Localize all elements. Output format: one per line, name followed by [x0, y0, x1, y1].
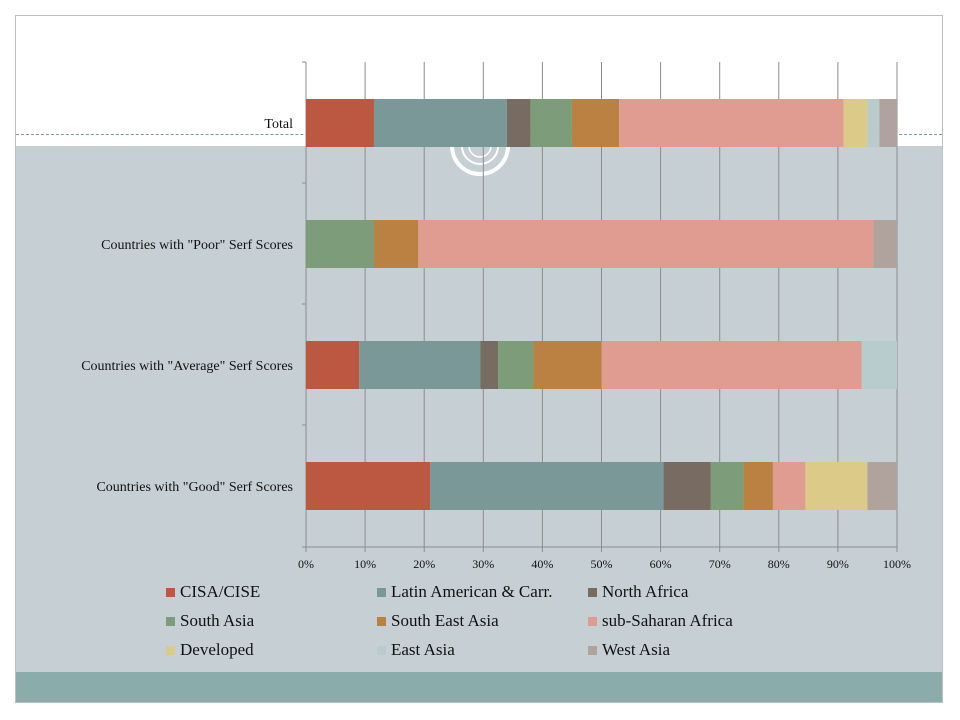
bar-segment [530, 99, 572, 147]
bar-segment [843, 99, 868, 147]
bar-segment [879, 99, 897, 147]
x-tick-label: 0% [298, 557, 314, 571]
circle-ornament [450, 145, 510, 176]
slide-frame [15, 15, 943, 703]
bar-segment [710, 462, 744, 510]
x-tick-labels: 0% 10% 20% 30% 40% 50% 60% 70% 80% 90% 100% [298, 557, 911, 571]
x-tick-label: 60% [650, 557, 672, 571]
bar-segment [533, 341, 602, 389]
legend-item: South East Asia [377, 611, 499, 631]
x-tick-label: 20% [413, 557, 435, 571]
x-tick-label: 50% [591, 557, 613, 571]
legend-item: West Asia [588, 640, 670, 660]
category-label: Countries with "Good" Serf Scores [96, 480, 293, 495]
bar-segment [619, 99, 844, 147]
legend-label: Latin American & Carr. [391, 582, 553, 601]
x-tick-label: 10% [354, 557, 376, 571]
legend-swatch [588, 587, 597, 597]
footer-band [16, 672, 942, 702]
x-tick-label: 70% [709, 557, 731, 571]
bars [306, 99, 897, 510]
bar-segment [418, 220, 874, 268]
legend-swatch [166, 645, 175, 655]
legend-item: CISA/CISE [166, 582, 260, 602]
legend-label: East Asia [391, 640, 455, 659]
legend-swatch [377, 645, 386, 655]
legend-swatch [166, 616, 175, 626]
bar-segment [430, 462, 664, 510]
bar-segment [306, 99, 374, 147]
legend-item: Developed [166, 640, 254, 660]
bar-segment [867, 462, 897, 510]
bar-segment [867, 99, 880, 147]
bar-segment [506, 99, 531, 147]
x-tick-label: 100% [883, 557, 911, 571]
legend-label: West Asia [602, 640, 671, 659]
legend-item: sub-Saharan Africa [588, 611, 733, 631]
legend-swatch [588, 645, 597, 655]
bar-segment [498, 341, 534, 389]
legend-swatch [377, 616, 386, 626]
legend-swatch [588, 616, 597, 626]
category-label: Countries with "Average" Serf Scores [81, 359, 293, 374]
bar-segment [306, 462, 431, 510]
bar-segment [571, 99, 620, 147]
x-tick-label: 40% [531, 557, 553, 571]
legend-label: South East Asia [391, 611, 499, 630]
bar-segment [373, 220, 419, 268]
x-tick-label: 30% [472, 557, 494, 571]
category-label: Countries with "Poor" Serf Scores [101, 238, 293, 253]
bar-segment [306, 341, 360, 389]
legend-item: East Asia [377, 640, 455, 660]
legend-swatch [377, 587, 386, 597]
legend-label: sub-Saharan Africa [602, 611, 733, 630]
bar-segment [663, 462, 711, 510]
bar-segment [873, 220, 897, 268]
bar-segment [359, 341, 481, 389]
bar-segment [861, 341, 897, 389]
legend-label: South Asia [180, 611, 255, 630]
legend-label: CISA/CISE [180, 582, 261, 601]
x-tick-label: 90% [827, 557, 849, 571]
x-tick-label: 80% [768, 557, 790, 571]
bar-segment [772, 462, 806, 510]
category-label: Total [264, 117, 293, 132]
bar-segment [306, 220, 374, 268]
legend-item: South Asia [166, 611, 254, 631]
legend-label: Developed [180, 640, 254, 659]
category-labels: Total Countries with "Poor" Serf Scores Co… [81, 117, 293, 495]
bar-segment [480, 341, 499, 389]
legend-swatch [166, 587, 175, 597]
legend-item: North Africa [588, 582, 688, 602]
bar-segment [601, 341, 862, 389]
legend-label: North Africa [602, 582, 689, 601]
bar-segment [805, 462, 868, 510]
legend-item: Latin American & Carr. [377, 582, 552, 602]
bar-segment [373, 99, 507, 147]
bar-segment [743, 462, 773, 510]
